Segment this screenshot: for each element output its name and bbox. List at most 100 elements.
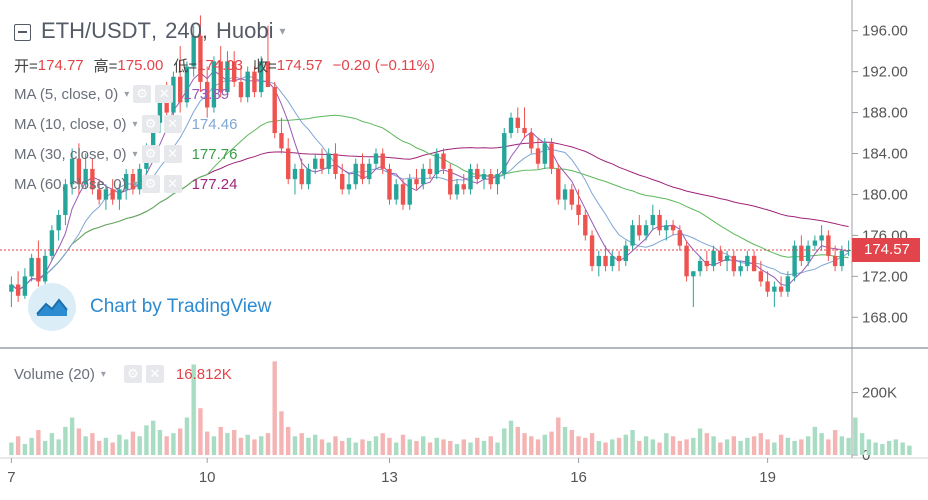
ma-legend-row[interactable]: MA (30, close, 0) ▾ ⚙ ✕ 177.76 — [14, 143, 237, 165]
chevron-down-icon[interactable]: ▾ — [132, 178, 138, 190]
candle-body — [684, 245, 689, 277]
volume-bar — [751, 436, 757, 455]
candle-body — [718, 250, 723, 261]
volume-bar — [670, 436, 676, 455]
candle-body — [576, 204, 581, 215]
volume-label: Volume (20) — [14, 365, 95, 383]
collapse-icon[interactable] — [14, 23, 31, 41]
candle-body — [171, 76, 176, 113]
volume-bar — [603, 442, 608, 455]
x-tick-label: 7 — [7, 469, 15, 486]
volume-bar — [9, 442, 14, 455]
close-icon[interactable]: ✕ — [163, 115, 182, 133]
gear-icon[interactable]: ⚙ — [141, 175, 160, 193]
gear-icon[interactable]: ⚙ — [141, 145, 160, 163]
candle-body — [508, 117, 514, 134]
volume-bar — [36, 430, 41, 455]
gear-icon[interactable]: ⚙ — [133, 85, 152, 103]
chevron-down-icon[interactable]: ▾ — [124, 88, 130, 100]
volume-bar — [502, 428, 507, 455]
y-tick-label: 196.00 — [862, 23, 908, 40]
candle-body — [583, 214, 588, 236]
volume-bar — [731, 436, 737, 455]
volume-bar — [785, 437, 791, 455]
volume-bar — [218, 426, 223, 455]
ma-legend-row[interactable]: MA (60, close, 0) ▾ ⚙ ✕ 177.24 — [14, 173, 237, 195]
volume-bar — [137, 436, 142, 455]
chevron-down-icon[interactable]: ▾ — [132, 148, 138, 160]
volume-bar — [475, 437, 480, 455]
close-icon[interactable]: ✕ — [163, 145, 182, 163]
close-icon[interactable]: ✕ — [145, 365, 164, 383]
close-icon[interactable]: ✕ — [163, 175, 182, 193]
volume-bar — [691, 437, 696, 455]
ma-legend-row[interactable]: MA (5, close, 0) ▾ ⚙ ✕ 173.89 — [14, 83, 229, 105]
candle-body — [306, 168, 311, 185]
volume-bar — [279, 411, 284, 455]
candle-body — [562, 189, 568, 200]
volume-bar — [873, 442, 878, 455]
exchange-name: Huobi — [215, 18, 274, 43]
volume-bar — [657, 442, 662, 455]
candle-body — [832, 255, 838, 267]
candle-body — [650, 214, 656, 226]
volume-bar — [778, 434, 784, 455]
ma-value: 177.24 — [191, 175, 238, 193]
symbol-title[interactable]: ETH/USDT, 240, Huobi ▾ — [14, 18, 285, 44]
volume-bar — [853, 417, 858, 455]
candle-body — [204, 81, 210, 108]
chevron-down-icon[interactable]: ▾ — [132, 118, 138, 130]
volume-legend[interactable]: Volume (20) ▾ ⚙ ✕ 16.812K — [14, 363, 232, 385]
candle-body — [502, 133, 507, 174]
close-icon[interactable]: ✕ — [155, 85, 174, 103]
candle-body — [42, 255, 48, 282]
tradingview-watermark[interactable]: Chart by TradingView — [28, 283, 271, 331]
volume-bar — [805, 436, 811, 455]
candle-body — [137, 168, 142, 190]
volume-bar — [306, 437, 311, 455]
candle-body — [36, 257, 41, 282]
ma-legend-row[interactable]: MA (10, close, 0) ▾ ⚙ ✕ 174.46 — [14, 113, 237, 135]
volume-bar — [130, 431, 136, 455]
volume-bar — [610, 439, 615, 455]
volume-bar — [738, 440, 743, 455]
volume-bar — [697, 428, 703, 455]
chevron-down-icon[interactable]: ▾ — [279, 24, 286, 38]
volume-bar — [340, 440, 345, 455]
ma-label: MA (30, close, 0) — [14, 145, 127, 163]
candle-body — [731, 255, 737, 272]
volume-bar — [637, 440, 642, 455]
candle-body — [83, 168, 88, 185]
volume-bar — [110, 442, 115, 455]
candle-body — [461, 184, 466, 190]
volume-bar — [650, 439, 656, 455]
candle-body — [231, 61, 237, 82]
candle-body — [286, 148, 291, 180]
candle-body — [589, 235, 595, 267]
y-tick-label: 180.00 — [862, 186, 908, 203]
candle-body — [630, 225, 635, 246]
volume-bar — [448, 440, 453, 455]
candle-body — [117, 189, 122, 200]
volume-bar — [204, 431, 210, 455]
open-label: 开= — [14, 58, 38, 75]
volume-bar — [488, 436, 493, 455]
ohlc-legend: 开= 174.77 高= 175.00 低= 174.03 收= 174.57 … — [14, 55, 445, 76]
chevron-down-icon[interactable]: ▾ — [100, 368, 106, 380]
gear-icon[interactable]: ⚙ — [141, 115, 160, 133]
candle-body — [245, 71, 250, 98]
candle-body — [150, 122, 156, 149]
y-tick-label: 168.00 — [862, 309, 908, 326]
volume-bar — [529, 436, 534, 455]
gear-icon[interactable]: ⚙ — [123, 365, 142, 383]
volume-bar — [812, 426, 818, 455]
volume-bar — [684, 439, 689, 455]
candle-body — [738, 266, 743, 272]
candle-body — [637, 225, 642, 236]
candle-body — [63, 184, 68, 215]
x-tick-label: 19 — [759, 469, 776, 486]
volume-bar — [150, 420, 156, 455]
volume-bar — [832, 430, 838, 455]
volume-bar — [799, 439, 804, 455]
